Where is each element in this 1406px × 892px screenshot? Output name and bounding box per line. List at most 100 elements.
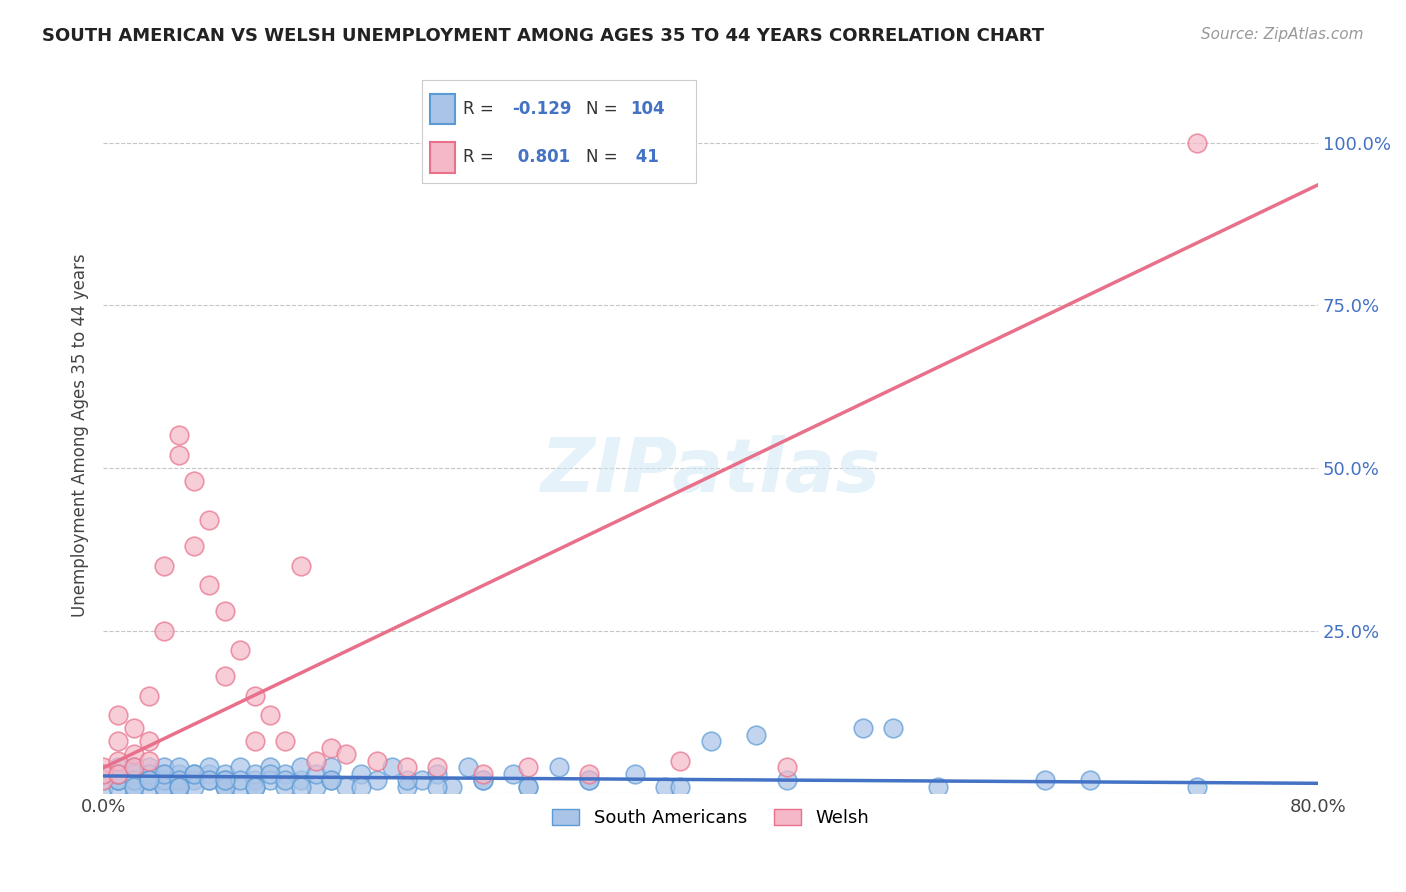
Point: [167, 773, 190, 788]
Point: [699, 734, 721, 748]
Point: [122, 760, 145, 774]
Point: [167, 780, 190, 794]
Point: [214, 669, 236, 683]
Point: [153, 767, 176, 781]
Text: SOUTH AMERICAN VS WELSH UNEMPLOYMENT AMONG AGES 35 TO 44 YEARS CORRELATION CHART: SOUTH AMERICAN VS WELSH UNEMPLOYMENT AMO…: [42, 27, 1045, 45]
Point: [138, 754, 160, 768]
Point: [381, 760, 404, 774]
FancyBboxPatch shape: [430, 142, 454, 173]
Point: [214, 780, 236, 794]
Point: [502, 767, 524, 781]
Point: [1078, 773, 1101, 788]
Point: [1185, 780, 1208, 794]
Point: [243, 767, 266, 781]
Point: [138, 760, 160, 774]
Point: [107, 780, 129, 794]
Text: R =: R =: [463, 148, 499, 166]
Point: [214, 767, 236, 781]
Point: [122, 780, 145, 794]
Point: [426, 760, 449, 774]
Point: [517, 760, 540, 774]
Point: [138, 773, 160, 788]
Text: N =: N =: [586, 100, 623, 118]
Text: ZIPatlas: ZIPatlas: [541, 434, 880, 508]
Point: [229, 780, 252, 794]
Point: [198, 773, 221, 788]
Point: [122, 773, 145, 788]
Point: [319, 773, 342, 788]
Point: [183, 773, 205, 788]
Text: 41: 41: [630, 148, 659, 166]
Point: [305, 767, 328, 781]
Point: [153, 767, 176, 781]
Point: [183, 474, 205, 488]
Point: [122, 760, 145, 774]
Point: [214, 780, 236, 794]
Point: [107, 773, 129, 788]
Point: [138, 767, 160, 781]
Point: [214, 773, 236, 788]
Point: [395, 780, 418, 794]
Point: [335, 780, 357, 794]
Point: [274, 734, 297, 748]
Point: [107, 754, 129, 768]
Point: [775, 760, 797, 774]
Point: [654, 780, 676, 794]
Point: [198, 773, 221, 788]
Point: [305, 754, 328, 768]
Point: [243, 780, 266, 794]
Point: [138, 773, 160, 788]
Point: [578, 773, 600, 788]
Point: [274, 767, 297, 781]
Point: [183, 767, 205, 781]
Point: [411, 773, 433, 788]
Point: [198, 767, 221, 781]
Point: [91, 767, 114, 781]
Point: [153, 760, 176, 774]
Point: [395, 760, 418, 774]
Legend: South Americans, Welsh: South Americans, Welsh: [546, 802, 876, 834]
Point: [138, 734, 160, 748]
Point: [274, 780, 297, 794]
Point: [153, 780, 176, 794]
Point: [153, 624, 176, 638]
Point: [107, 760, 129, 774]
Text: -0.129: -0.129: [512, 100, 572, 118]
Point: [395, 773, 418, 788]
Point: [882, 721, 904, 735]
Point: [290, 773, 312, 788]
Point: [138, 689, 160, 703]
Point: [229, 643, 252, 657]
FancyBboxPatch shape: [430, 94, 454, 124]
Point: [167, 780, 190, 794]
Point: [366, 773, 388, 788]
Y-axis label: Unemployment Among Ages 35 to 44 years: Unemployment Among Ages 35 to 44 years: [72, 253, 89, 617]
Point: [457, 760, 479, 774]
Point: [107, 773, 129, 788]
Point: [138, 773, 160, 788]
Point: [319, 773, 342, 788]
Point: [1185, 136, 1208, 150]
Point: [471, 773, 494, 788]
Point: [183, 539, 205, 553]
Point: [243, 734, 266, 748]
Point: [122, 780, 145, 794]
Point: [669, 780, 692, 794]
Point: [107, 708, 129, 723]
Point: [290, 558, 312, 573]
Point: [259, 767, 281, 781]
Point: [122, 721, 145, 735]
Point: [107, 767, 129, 781]
Point: [122, 760, 145, 774]
Point: [91, 780, 114, 794]
Point: [198, 578, 221, 592]
Point: [229, 773, 252, 788]
Point: [198, 760, 221, 774]
Point: [167, 428, 190, 442]
Text: 0.801: 0.801: [512, 148, 571, 166]
Point: [138, 780, 160, 794]
Point: [243, 773, 266, 788]
Point: [107, 767, 129, 781]
Point: [167, 780, 190, 794]
Point: [91, 767, 114, 781]
